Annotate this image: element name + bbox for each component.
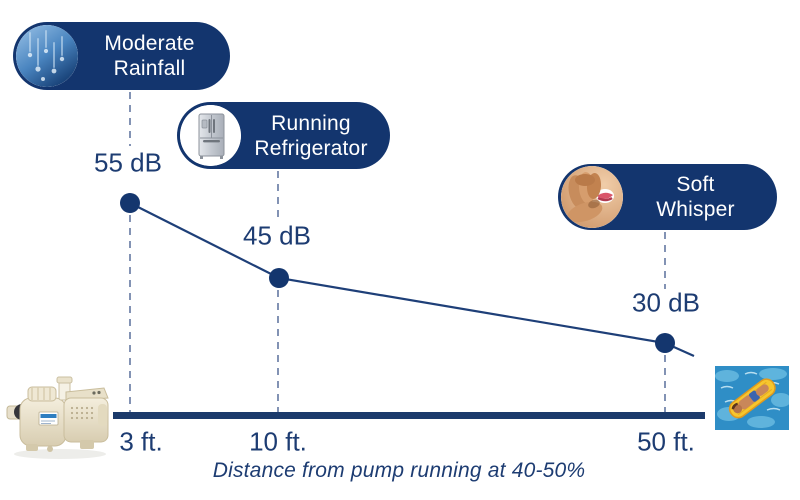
db-label-55: 55 dB [94,147,162,178]
badge-running-refrigerator: Running Refrigerator [177,102,390,169]
db-label-30: 30 dB [632,287,700,318]
badge-label-line2: Rainfall [113,57,186,80]
refrigerator-photo-icon [180,105,241,166]
badge-label-line2: Whisper [656,198,735,221]
pool-pump-image [6,376,109,459]
x-tick-10ft: 10 ft. [249,426,307,457]
badge-moderate-rainfall: Moderate Rainfall [13,22,230,90]
badge-label: Soft Whisper [626,172,777,222]
x-axis-caption: Distance from pump running at 40-50% [212,459,586,482]
data-point-50ft [655,333,675,353]
data-point-10ft [269,268,289,288]
badge-label-line1: Soft [676,173,715,196]
badge-label: Moderate Rainfall [81,31,230,81]
x-tick-50ft: 50 ft. [637,426,695,457]
badge-soft-whisper: Soft Whisper [558,164,777,230]
badge-label-line1: Running [271,111,351,135]
db-label-45: 45 dB [243,220,311,251]
guide-lines [129,92,666,413]
x-tick-3ft: 3 ft. [119,426,163,457]
badge-label: Running Refrigerator [244,111,390,161]
x-axis-bar [113,412,705,419]
person-floating-pool-image [715,366,789,430]
noise-line-series [129,202,695,358]
data-point-3ft [120,193,140,213]
whisper-photo-icon [561,166,623,228]
rainfall-photo-icon [16,25,78,87]
badge-label-line2: Refrigerator [254,136,368,160]
data-points [120,193,675,353]
badge-label-line1: Moderate [104,32,195,55]
